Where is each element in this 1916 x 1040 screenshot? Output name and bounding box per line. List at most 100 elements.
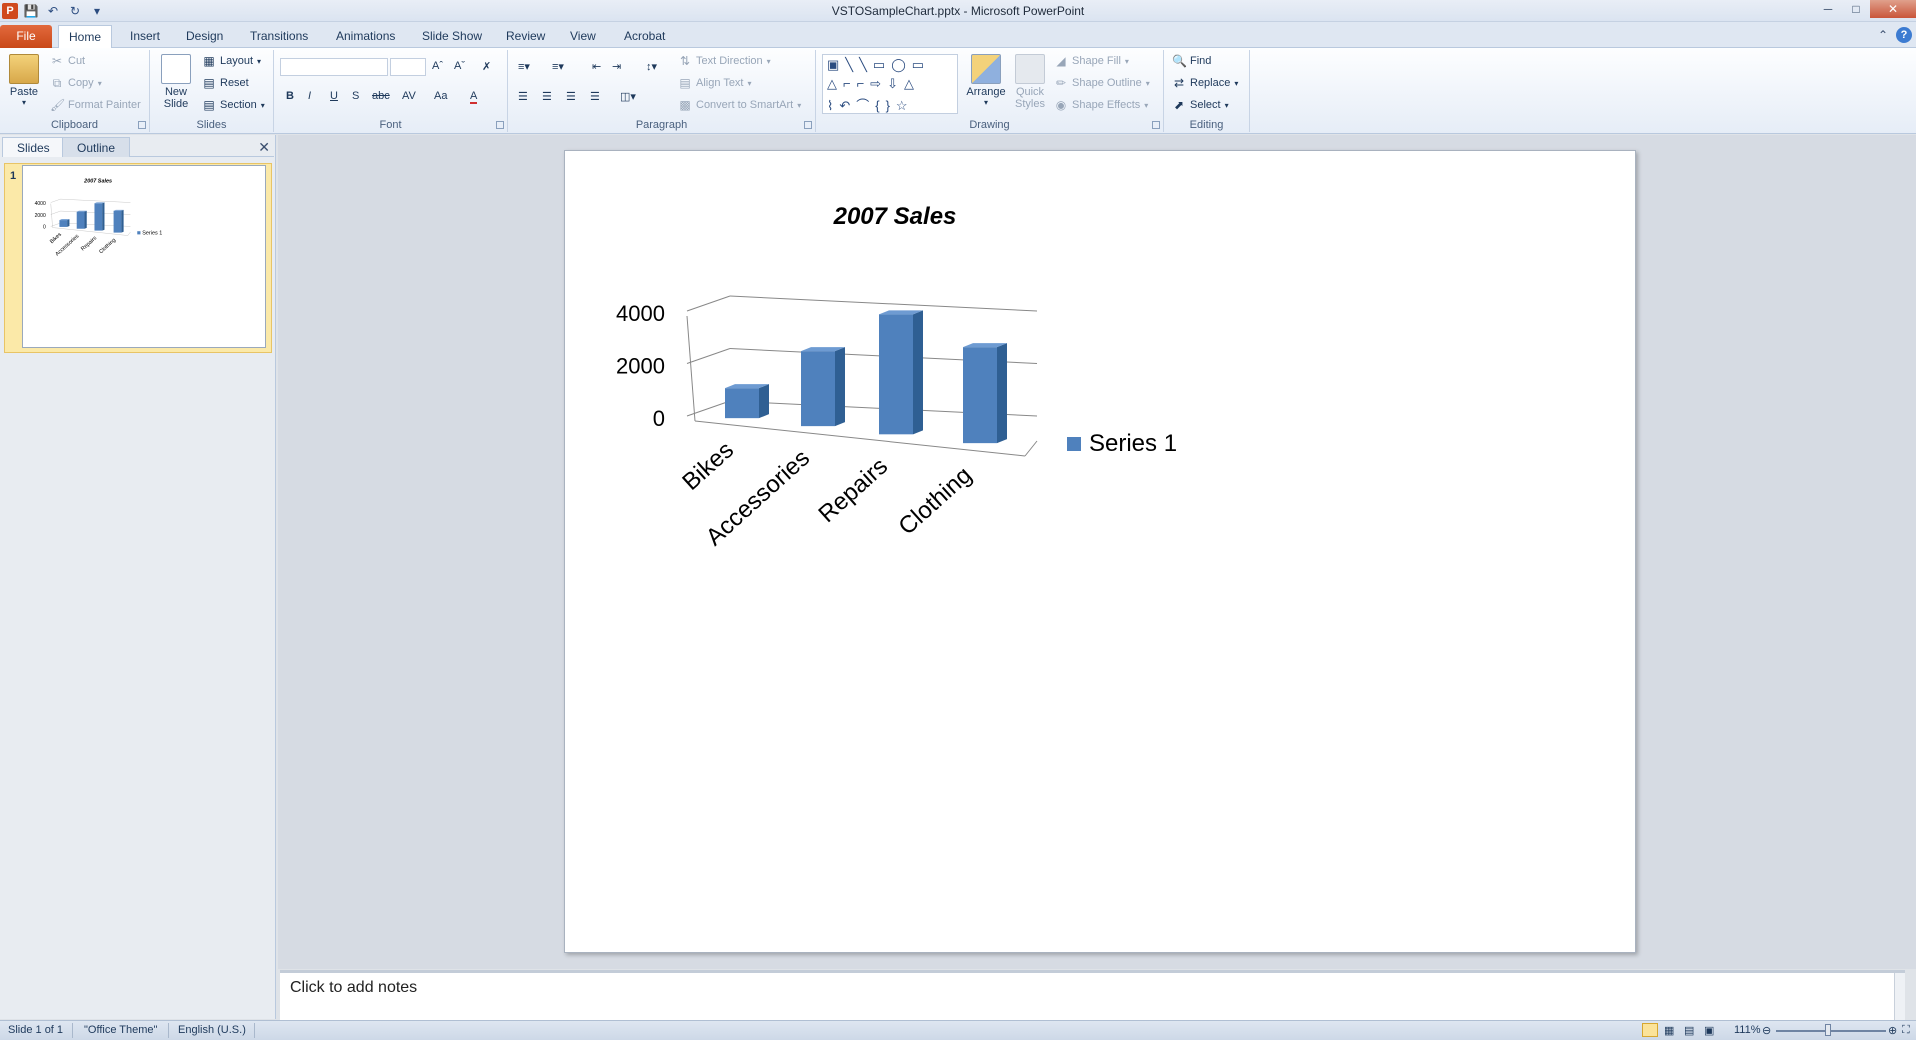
tab-review[interactable]: Review: [506, 29, 546, 43]
reset-button[interactable]: ▤ Reset: [203, 76, 249, 90]
align-left-icon[interactable]: ☰: [518, 91, 528, 103]
ribbon-home: Paste ▾ ✂ Cut ⧉ Copy ▾ 🖌 Format Painter Clip…: [0, 48, 1916, 134]
dialog-launcher-icon[interactable]: [804, 121, 812, 129]
notes-placeholder[interactable]: Click to add notes: [290, 979, 418, 996]
minimize-icon[interactable]: ─: [1823, 2, 1833, 16]
tab-file[interactable]: File: [0, 25, 52, 48]
slide-canvas[interactable]: 2007 Sales 4000 2000 0 Bikes Accessories Repai…: [564, 150, 1636, 953]
tab-slide-show[interactable]: Slide Show: [422, 29, 483, 43]
align-text-button[interactable]: ▤ Align Text ▾: [679, 76, 752, 90]
shape-effects-button[interactable]: ◉ Shape Effects ▾: [1055, 98, 1149, 112]
shape-fill-button[interactable]: ◢ Shape Fill ▾: [1054, 54, 1129, 68]
slide-sorter-icon[interactable]: ▦: [1664, 1025, 1675, 1037]
increase-indent-icon[interactable]: ⇥: [612, 61, 622, 73]
copy-button[interactable]: ⧉ Copy ▾: [50, 76, 102, 90]
underline-button[interactable]: U: [330, 90, 338, 102]
cut-button[interactable]: ✂ Cut: [51, 54, 86, 68]
language[interactable]: English (U.S.): [178, 1024, 246, 1036]
align-right-icon[interactable]: ☰: [566, 91, 576, 103]
zoom-in-icon[interactable]: ⊕: [1888, 1025, 1898, 1037]
group-editing: 🔍 Find ⇄ Replace ▾ ⬈ Select ▾ Editing: [1164, 50, 1250, 132]
section-button[interactable]: ▤ Section ▾: [203, 98, 265, 112]
maximize-icon[interactable]: □: [1852, 2, 1860, 16]
strikethrough-button[interactable]: abc: [372, 90, 390, 102]
format-painter-button[interactable]: 🖌 Format Painter: [50, 98, 141, 112]
category-label: Bikes: [49, 232, 63, 246]
line-spacing-icon[interactable]: ↕▾: [646, 61, 658, 73]
help-icon[interactable]: ?: [1896, 27, 1912, 43]
tab-slides[interactable]: Slides: [2, 137, 65, 157]
quick-styles-button[interactable]: Quick Styles: [1010, 54, 1050, 110]
font-color-button[interactable]: A: [470, 90, 478, 104]
minimize-ribbon-icon[interactable]: ⌃: [1877, 28, 1888, 42]
redo-icon[interactable]: ↻: [69, 4, 81, 18]
tab-outline[interactable]: Outline: [62, 137, 131, 157]
slide-thumbnail-preview[interactable]: 2007 Sales 4000 2000 0 Bikes Accessories Repai…: [22, 165, 266, 348]
select-button[interactable]: ⬈ Select ▾: [1173, 98, 1229, 112]
text-direction-button[interactable]: ⇅ Text Direction ▾: [679, 54, 771, 68]
notes-scrollbar[interactable]: [1894, 973, 1905, 1023]
category-label: Repairs: [80, 235, 98, 252]
bullets-icon[interactable]: ≡▾: [518, 61, 530, 73]
tab-acrobat[interactable]: Acrobat: [624, 29, 666, 43]
new-slide-button[interactable]: New Slide: [156, 54, 196, 110]
fit-to-window-icon[interactable]: ⛶: [1902, 1024, 1910, 1036]
dialog-launcher-icon[interactable]: [1152, 121, 1160, 129]
paint-bucket-icon: ◢: [1056, 54, 1066, 68]
shrink-font-icon[interactable]: Aˇ: [454, 60, 465, 72]
powerpoint-app-icon[interactable]: P: [2, 3, 18, 19]
chart-title: 2007 Sales: [833, 203, 957, 230]
paste-button[interactable]: Paste ▾: [6, 54, 42, 107]
find-button[interactable]: 🔍 Find: [1172, 54, 1212, 68]
chart[interactable]: 2007 Sales400020000BikesAccessoriesRepai…: [565, 151, 1637, 954]
align-center-icon[interactable]: ☰: [542, 91, 552, 103]
dialog-launcher-icon[interactable]: [496, 121, 504, 129]
grow-font-icon[interactable]: Aˆ: [432, 60, 443, 72]
bar-side: [121, 209, 124, 233]
shapes-gallery[interactable]: ▣╲╲▭◯▭ △⌐⌐⇨⇩△ ⌇↶⌒{}☆: [822, 54, 958, 114]
columns-icon[interactable]: ◫▾: [620, 91, 636, 103]
font-size-select[interactable]: [390, 58, 426, 76]
bold-button[interactable]: B: [286, 90, 294, 102]
character-spacing-button[interactable]: AV: [402, 90, 416, 102]
normal-view-icon[interactable]: [1642, 1023, 1658, 1037]
replace-button[interactable]: ⇄ Replace ▾: [1173, 76, 1239, 90]
theme-name[interactable]: "Office Theme": [84, 1024, 158, 1036]
category-label: Clothing: [894, 462, 978, 541]
tab-design[interactable]: Design: [186, 29, 224, 43]
zoom-out-icon[interactable]: ⊖: [1762, 1025, 1772, 1037]
tab-home[interactable]: Home: [58, 25, 113, 48]
customize-qat-icon[interactable]: ▾: [93, 4, 101, 18]
group-clipboard: Paste ▾ ✂ Cut ⧉ Copy ▾ 🖌 Format Painter Clip…: [0, 50, 150, 132]
bar-top: [76, 210, 87, 212]
notes-pane[interactable]: Click to add notes: [280, 970, 1905, 1023]
change-case-button[interactable]: Aa: [434, 90, 448, 102]
numbering-icon[interactable]: ≡▾: [552, 61, 564, 73]
chart-floor-edge: [694, 420, 1026, 457]
tab-transitions[interactable]: Transitions: [250, 29, 309, 43]
tab-view[interactable]: View: [570, 29, 596, 43]
save-icon[interactable]: 💾: [23, 4, 39, 18]
zoom-slider[interactable]: [1776, 1030, 1886, 1032]
layout-button[interactable]: ▦ Layout ▾: [203, 54, 262, 68]
slide-show-icon[interactable]: ▣: [1704, 1025, 1715, 1037]
convert-smartart-button[interactable]: ▩ Convert to SmartArt ▾: [679, 98, 802, 112]
shadow-button[interactable]: S: [352, 90, 360, 102]
close-icon[interactable]: ✕: [258, 139, 270, 155]
justify-icon[interactable]: ☰: [590, 91, 600, 103]
tab-animations[interactable]: Animations: [336, 29, 396, 43]
close-window-icon[interactable]: ✕: [1870, 0, 1916, 18]
zoom-slider-thumb[interactable]: [1825, 1024, 1831, 1036]
reading-view-icon[interactable]: ▤: [1684, 1025, 1695, 1037]
tab-insert[interactable]: Insert: [130, 29, 161, 43]
zoom-level[interactable]: 111%: [1734, 1024, 1761, 1036]
slide-thumbnail-number: 1: [10, 170, 17, 182]
font-family-select[interactable]: [280, 58, 388, 76]
clear-formatting-icon[interactable]: ✗: [482, 61, 492, 73]
decrease-indent-icon[interactable]: ⇤: [592, 61, 602, 73]
dialog-launcher-icon[interactable]: [138, 121, 146, 129]
italic-button[interactable]: I: [308, 90, 312, 102]
arrange-button[interactable]: Arrange ▾: [964, 54, 1008, 107]
shape-outline-button[interactable]: ✏ Shape Outline ▾: [1055, 76, 1150, 90]
undo-icon[interactable]: ↶: [47, 4, 59, 18]
